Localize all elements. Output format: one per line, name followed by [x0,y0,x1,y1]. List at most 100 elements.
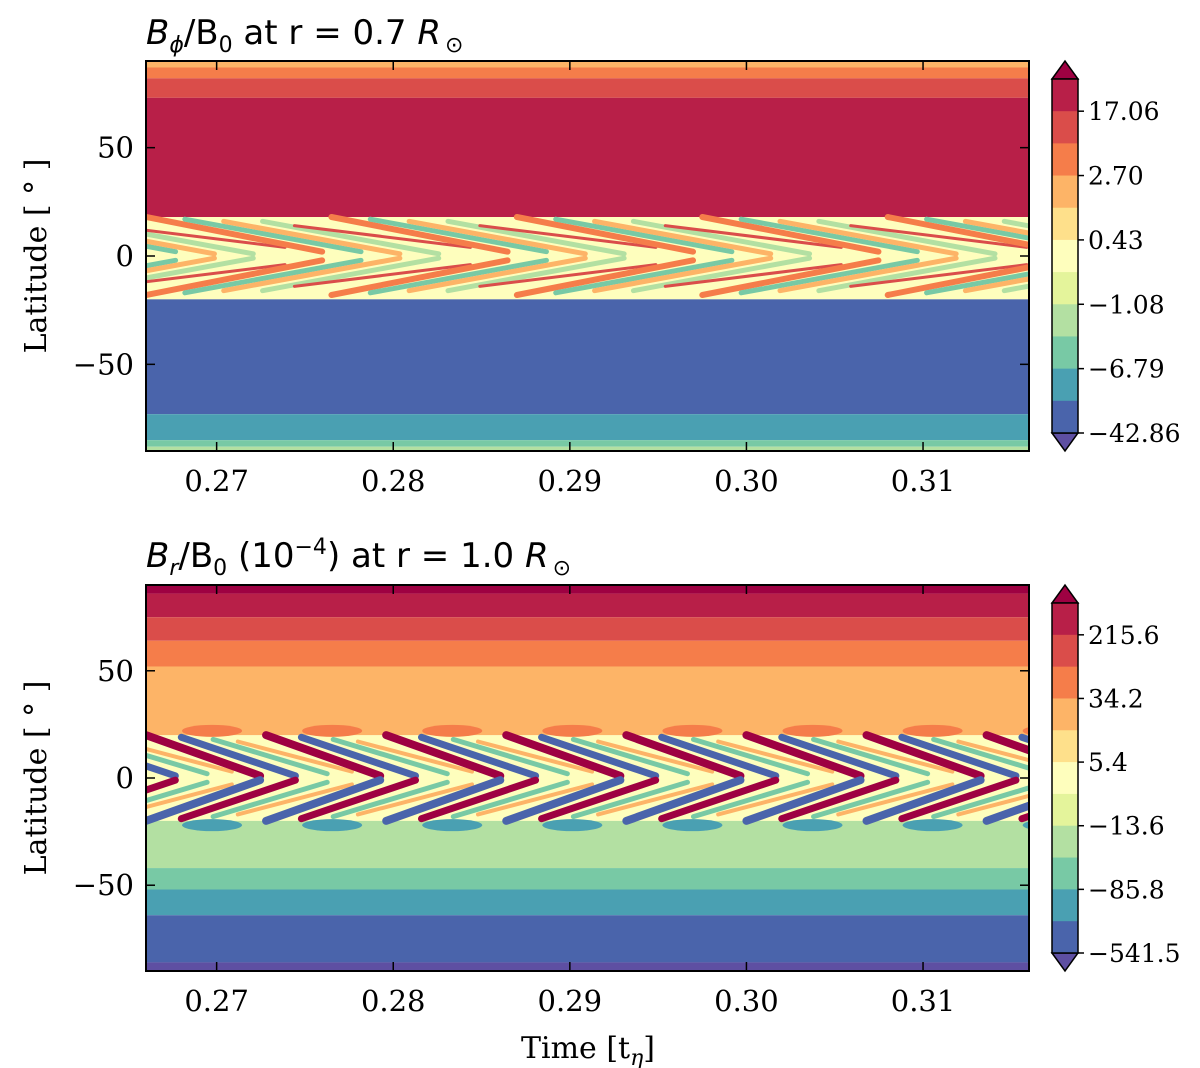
butterfly-wing-south [663,263,843,288]
panel2-title-sub1: r [169,556,180,581]
butterfly-wing-north [553,216,735,255]
butterfly-wing-south [146,782,234,810]
polar-surge-south [902,819,963,832]
polar-surge-north [1022,727,1029,735]
latitude-band [146,915,1029,963]
butterfly-wing-north [502,731,625,780]
colorbar-level [1052,368,1078,402]
butterfly-wing-south [699,257,882,298]
panel2-title-unit-sub: ⊙ [553,556,571,581]
butterfly-wing-south [182,257,364,296]
colorbar-level [1052,698,1078,731]
butterfly-wing-north [182,216,364,255]
colorbar-extend-max [1050,59,1080,80]
butterfly-wing-south [658,776,780,823]
butterfly-wing-north [260,218,442,257]
colorbar-tick-label: 34.2 [1088,684,1144,713]
butterfly-wing-north [658,733,780,780]
panel1-plot-area: 0.27 0.28 0.29 0.30 0.31 50 0 −50 [73,60,1200,498]
butterfly-wing-north [445,218,627,257]
butterfly-wing-south [738,257,920,296]
latitude-band [146,889,1029,916]
colorbar-level [1052,272,1078,305]
x-tick-label: 0.30 [714,464,779,498]
colorbar-extend-max [1050,583,1080,604]
polar-surge-south [182,819,243,832]
x-tick-label: 0.29 [538,464,603,498]
colorbar-level [1052,603,1078,636]
polar-surge-north [182,724,243,737]
butterfly-wing-south [811,779,931,820]
latitude-band [146,617,1029,641]
colorbar-level [1052,111,1078,144]
polar-surge-south [662,819,723,832]
butterfly-wing-south [450,779,570,820]
colorbar-tick-label: −541.5 [1088,939,1181,968]
butterfly-wing-south [1190,258,1200,291]
panel1-title-sub1: ϕ [169,33,184,58]
x-tick-label: 0.31 [891,464,956,498]
y-tick-label: 0 [116,239,134,273]
panel2-title-sub2: 0 [213,556,227,581]
butterfly-wing-south [146,779,210,804]
x-tick-label: 0.28 [361,984,426,1018]
butterfly-wing-south [1078,784,1192,814]
butterfly-wing-north [146,231,256,257]
polar-surge-south [542,819,603,832]
colorbar-tick-label: 5.4 [1088,748,1128,777]
butterfly-wing-north [778,733,900,780]
latitude-band [146,440,1029,447]
colorbar-tick-label: −1.08 [1088,290,1165,319]
latitude-band [146,61,1029,68]
latitude-band [146,97,1029,217]
butterfly-wing-north [417,733,540,780]
butterfly-wing-north [146,752,210,777]
x-tick-label: 0.29 [538,984,603,1018]
butterfly-wing-north [811,736,931,777]
panel1-ylabel: Latitude [ ° ] [19,159,54,354]
panel1-title-main: B [146,13,169,53]
panel1-title-unit: R [417,13,441,53]
panel2-title-exp: −4 [295,535,327,560]
butterfly-wing-north [210,736,330,777]
butterfly-wing-north [406,218,588,257]
butterfly-wing-south [924,271,1029,296]
colorbar-level [1052,857,1078,890]
butterfly-wing-north [1174,739,1200,773]
butterfly-wing-north [884,214,1029,248]
polar-surge-south [782,819,843,832]
butterfly-wing-south [476,782,595,817]
butterfly-wing-north [297,733,419,780]
butterfly-wing-south [596,782,715,817]
butterfly-wing-north [738,216,920,255]
butterfly-wing-south [262,776,385,825]
butterfly-wing-north [816,218,998,257]
panel1-cycles [146,214,1200,298]
butterfly-wing-north [956,739,1029,763]
butterfly-wing-north [898,733,1020,780]
butterfly-wing-south [592,255,774,294]
colorbar-level [1052,825,1078,859]
panel1-title: Bϕ/B0 at r = 0.7 R ⊙ [146,13,463,58]
butterfly-wing-south [210,779,330,820]
colorbar-level [1052,889,1078,922]
panel2-cycles [146,724,1200,832]
panel1-colorbar: 17.06 2.70 0.43 −1.08 −6.79 −42.86 [1050,59,1181,453]
butterfly-wing-south [292,263,473,288]
x-tick-label: 0.27 [184,464,249,498]
butterfly-wing-south [1174,782,1200,816]
panel1-title-tail: at r = 0.7 [233,13,418,53]
y-tick-label: −50 [73,868,134,902]
butterfly-wing-north [777,218,959,257]
butterfly-wing-north [1151,221,1200,254]
butterfly-wing-south [146,776,179,794]
butterfly-wing-south [502,776,625,825]
y-tick-label: 50 [97,131,134,165]
colorbar-level [1052,762,1078,795]
latitude-band [146,446,1029,451]
panel1-bands [146,61,1029,451]
butterfly-wing-north [849,224,1029,249]
panel2-colorbar: 215.6 34.2 5.4 −13.6 −85.8 −541.5 [1050,583,1181,973]
butterfly-wing-south [146,257,326,298]
colorbar-level [1052,666,1078,699]
